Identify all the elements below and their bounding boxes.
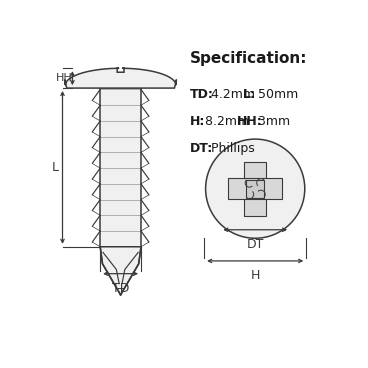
Text: Phillips: Phillips [207,142,255,155]
Polygon shape [100,247,141,295]
Polygon shape [228,178,282,199]
Polygon shape [244,162,266,216]
Text: 8.2mm: 8.2mm [201,115,254,128]
Text: L: L [52,161,59,174]
Text: 3mm: 3mm [254,115,290,128]
Text: HH:: HH: [237,115,263,128]
Text: DT:: DT: [190,142,213,155]
Text: DT: DT [247,238,264,251]
Text: HH: HH [56,73,73,83]
Text: TD: TD [112,282,129,295]
Text: H:: H: [190,115,205,128]
Text: 50mm: 50mm [254,88,298,101]
Polygon shape [65,68,176,88]
Text: H: H [251,269,260,282]
Text: 4.2mm: 4.2mm [207,88,259,101]
Polygon shape [246,180,264,198]
Text: L:: L: [243,88,256,101]
Polygon shape [100,88,141,247]
Text: Specification:: Specification: [190,51,308,66]
Circle shape [206,139,305,238]
Text: TD:: TD: [190,88,214,101]
